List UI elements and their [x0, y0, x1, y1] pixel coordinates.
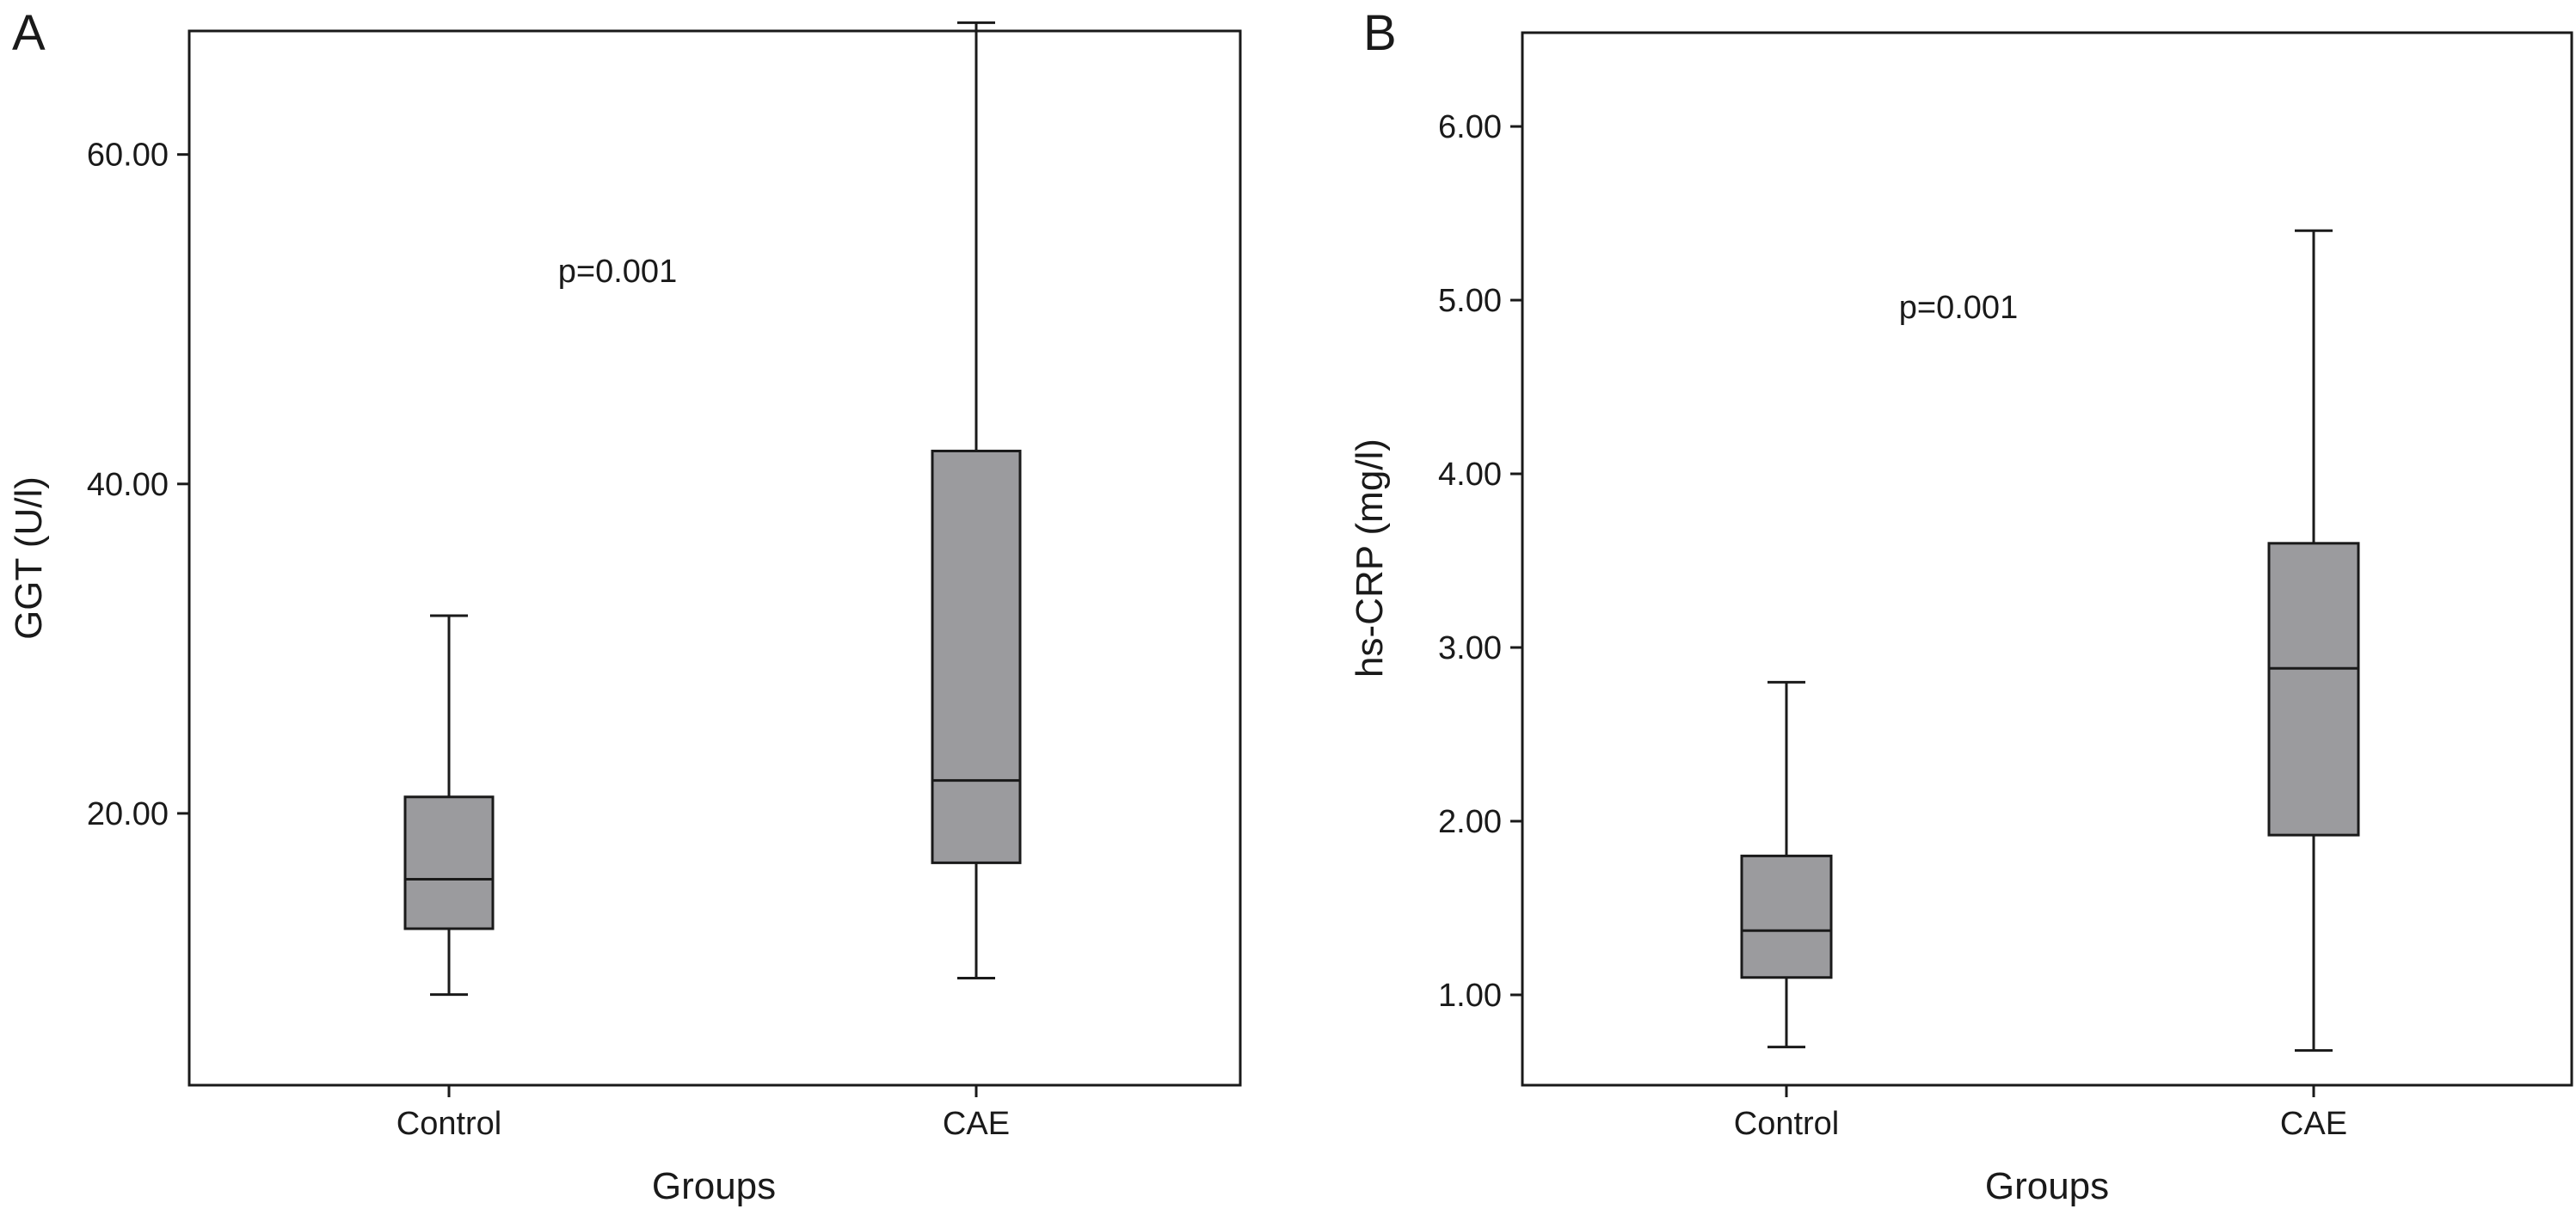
- iqr-box: [931, 449, 1022, 864]
- panel-b-boxes: [1740, 229, 2360, 1053]
- panel-a-p-value: p=0.001: [558, 254, 677, 290]
- panel-b-box-cae: [2267, 229, 2360, 1053]
- panel-a-x-ticks: Control CAE: [397, 1085, 1010, 1142]
- iqr-box: [2267, 542, 2360, 837]
- panel-b-x-ticks: Control CAE: [1734, 1085, 2347, 1142]
- panel-b-x-tick-label: CAE: [2280, 1106, 2347, 1142]
- panel-b-y-axis-label: hs-CRP (mg/l): [1349, 439, 1391, 678]
- iqr-box: [403, 795, 495, 930]
- panel-a-y-tick-label: 40.00: [87, 467, 169, 503]
- panel-a-x-tick-label: CAE: [943, 1106, 1010, 1142]
- panel-b-y-tick-label: 4.00: [1438, 457, 1502, 493]
- panel-a-plot-frame: [188, 29, 1242, 1087]
- panel-b-letter: B: [1363, 5, 1397, 61]
- panel-b-y-tick-label: 3.00: [1438, 630, 1502, 666]
- panel-b: B hs-CRP (mg/l) Groups p=0.001 1.00 2.00 3…: [1349, 5, 2573, 1207]
- panel-b-box-control: [1740, 680, 1833, 1049]
- panel-a-y-ticks: 20.00 40.00 60.00: [87, 138, 189, 832]
- panel-b-x-axis-label: Groups: [1985, 1165, 2109, 1207]
- panel-b-y-tick-label: 6.00: [1438, 109, 1502, 145]
- panel-a-y-tick-label: 60.00: [87, 138, 169, 174]
- panel-a: A GGT (U/l) Groups p=0.001 20.00 40.00 60.…: [8, 5, 1242, 1207]
- panel-a-x-tick-label: Control: [397, 1106, 502, 1142]
- panel-a-x-axis-label: Groups: [652, 1165, 776, 1207]
- panel-b-plot-frame: [1521, 31, 2573, 1087]
- panel-a-letter: A: [12, 5, 46, 61]
- panel-a-box-cae: [931, 21, 1022, 979]
- panel-b-p-value: p=0.001: [1899, 290, 2018, 326]
- panel-a-y-axis-label: GGT (U/l): [8, 476, 50, 640]
- panel-b-y-tick-label: 1.00: [1438, 978, 1502, 1014]
- panel-a-box-control: [403, 614, 495, 997]
- panel-a-boxes: [403, 21, 1022, 997]
- panel-b-x-tick-label: Control: [1734, 1106, 1840, 1142]
- iqr-box: [1740, 854, 1833, 979]
- panel-b-y-ticks: 1.00 2.00 3.00 4.00 5.00 6.00: [1438, 109, 1522, 1014]
- panel-b-y-tick-label: 2.00: [1438, 804, 1502, 840]
- panel-b-y-tick-label: 5.00: [1438, 283, 1502, 319]
- panel-a-y-tick-label: 20.00: [87, 796, 169, 832]
